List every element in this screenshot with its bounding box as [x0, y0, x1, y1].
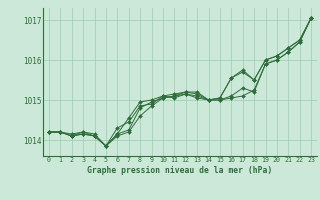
- X-axis label: Graphe pression niveau de la mer (hPa): Graphe pression niveau de la mer (hPa): [87, 166, 273, 175]
